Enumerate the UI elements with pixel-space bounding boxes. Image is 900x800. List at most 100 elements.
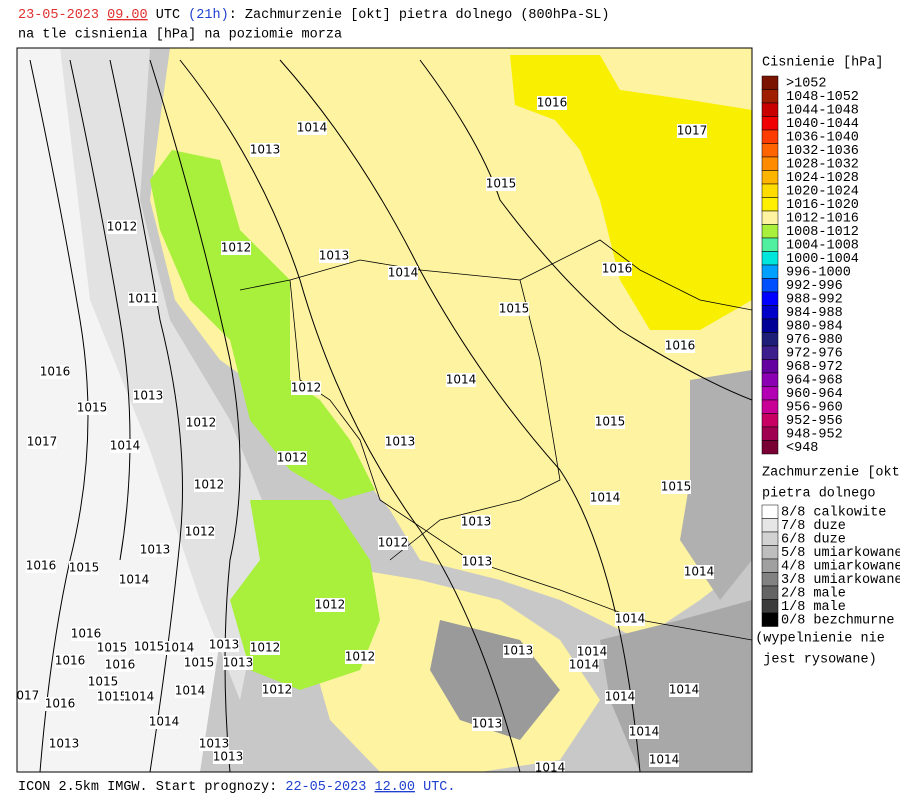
- border: [239, 259, 561, 561]
- label-box: [669, 683, 699, 697]
- isobar-label: 1012: [277, 451, 308, 465]
- isobar-label: 1012: [345, 650, 376, 664]
- legend-swatch: [761, 237, 779, 252]
- label-box: [661, 480, 691, 494]
- isobar-label: 1014: [446, 373, 477, 387]
- legend-label: 976-980: [786, 333, 843, 348]
- legend-label: 2/8 male: [781, 587, 846, 602]
- legend-swatch: [761, 143, 779, 158]
- legend-label: 952-956: [786, 414, 843, 429]
- isobar-label: 1013: [140, 543, 171, 557]
- lead: (21h): [188, 8, 229, 23]
- label-box: [49, 737, 79, 751]
- label-box: [185, 525, 215, 539]
- legend-label: 1000-1004: [786, 252, 859, 267]
- header-line: 23-05-2023 09.00 UTC (21h): Zachmurzenie…: [18, 8, 609, 23]
- legend-label: 972-976: [786, 347, 843, 362]
- isobar-label: 1013: [133, 389, 164, 403]
- legend-swatch: [761, 129, 779, 144]
- isobar-label: 1014: [124, 690, 155, 704]
- label-box: [472, 717, 502, 731]
- isobar-label: 1016: [665, 339, 696, 353]
- legend-swatch: [761, 345, 779, 360]
- label-box: [110, 439, 140, 453]
- legend-label: 1020-1024: [786, 185, 859, 200]
- cloud-legend-title: Zachmurzenie [okt]: [762, 466, 900, 481]
- legend-label: >1052: [786, 77, 827, 92]
- isobar-label: 1014: [110, 439, 141, 453]
- label-box: [649, 753, 679, 767]
- isobar-label: 1015: [486, 177, 517, 191]
- label-box: [378, 536, 408, 550]
- isobar-label: 1016: [26, 559, 57, 573]
- label-box: [291, 381, 321, 395]
- legend-swatch: [761, 558, 779, 573]
- label-box: [71, 627, 101, 641]
- legend-swatch: [761, 413, 779, 428]
- label-box: [186, 416, 216, 430]
- legend-label: 1/8 male: [781, 600, 846, 615]
- legend-swatch: [761, 599, 779, 614]
- legend-label: 1004-1008: [786, 239, 859, 254]
- label-box: [277, 451, 307, 465]
- legend-swatch: [761, 264, 779, 279]
- isobar-label: 1013: [503, 644, 534, 658]
- label-box: [262, 683, 292, 697]
- isobar: [419, 59, 752, 401]
- label-box: [677, 124, 707, 138]
- label-box: [250, 641, 280, 655]
- pressure-legend-title: Cisnienie [hPa]: [762, 56, 884, 71]
- legend-label: <948: [786, 441, 818, 456]
- label-box: [184, 656, 214, 670]
- legend-label: 3/8 umiarkowane: [781, 573, 900, 588]
- map: 1014 1013 1016 1017 1015 1012 1012 1013 1014 1016…: [16, 47, 753, 775]
- label-box: [499, 302, 529, 316]
- pressure-legend: >10521048-10521044-10481040-10441036-104…: [761, 75, 859, 456]
- label-box: [128, 292, 158, 306]
- label-box: [107, 220, 137, 234]
- label-box: [319, 249, 349, 263]
- isobar-label: 1014: [535, 761, 566, 775]
- isobar-label: 1013: [319, 249, 350, 263]
- isobar-label: 1015: [184, 656, 215, 670]
- pressure-area: [510, 55, 752, 330]
- isobar-label: 1012: [378, 536, 409, 550]
- isobar-label: 1014: [149, 715, 180, 729]
- legend-swatch: [761, 531, 779, 546]
- isobar: [179, 59, 521, 772]
- legend-swatch: [761, 183, 779, 198]
- legend-swatch: [761, 318, 779, 333]
- legend-swatch: [761, 585, 779, 600]
- isobar-label: 1015: [69, 561, 100, 575]
- isobar-label: 1016: [105, 658, 136, 672]
- isobar-label: 1014: [629, 725, 660, 739]
- map-frame: [16, 47, 753, 773]
- legend-label: 960-964: [786, 387, 843, 402]
- cloud-note: (wypelnienie nie: [755, 632, 885, 647]
- label-box: [140, 543, 170, 557]
- date: 23-05-2023: [18, 8, 99, 23]
- isobar-label: 1012: [250, 641, 281, 655]
- label-box: [194, 478, 224, 492]
- label-box: [388, 266, 418, 280]
- label-box: [213, 750, 243, 764]
- isobar-label: 1012: [221, 241, 252, 255]
- cloud-area: [17, 48, 240, 772]
- legend-label: 1016-1020: [786, 198, 859, 213]
- legend-label: 1024-1028: [786, 171, 859, 186]
- label-box: [209, 638, 239, 652]
- legend-label: 984-988: [786, 306, 843, 321]
- isobar-label: 1017: [677, 124, 708, 138]
- legend-swatch: [761, 251, 779, 266]
- isobar-label: 1013: [209, 638, 240, 652]
- isobar-label: 1012: [186, 416, 217, 430]
- utc: UTC: [156, 8, 180, 23]
- border: [519, 239, 752, 311]
- subtitle: na tle cisnienia [hPa] na poziomie morza: [18, 28, 342, 43]
- legend-label: 1032-1036: [786, 144, 859, 159]
- isobar-label: 1015: [134, 640, 165, 654]
- label-box: [602, 262, 632, 276]
- legend-label: 7/8 duze: [781, 519, 846, 534]
- label-box: [297, 121, 327, 135]
- title: : Zachmurzenie [okt] pietra dolnego (800…: [229, 8, 610, 23]
